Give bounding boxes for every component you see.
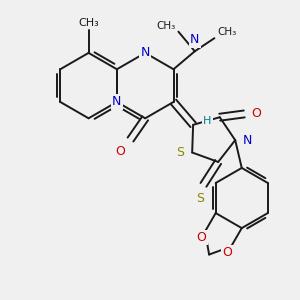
Text: CH₃: CH₃	[218, 27, 237, 37]
Text: O: O	[116, 145, 125, 158]
Text: O: O	[197, 231, 206, 244]
Text: CH₃: CH₃	[156, 21, 176, 31]
Text: N: N	[190, 33, 200, 46]
Text: O: O	[251, 107, 261, 120]
Text: S: S	[176, 146, 184, 159]
Text: H: H	[203, 116, 212, 126]
Text: N: N	[112, 95, 122, 108]
Text: CH₃: CH₃	[78, 18, 99, 28]
Text: O: O	[223, 246, 232, 259]
Text: S: S	[196, 192, 205, 205]
Text: N: N	[140, 46, 150, 59]
Text: N: N	[243, 134, 253, 147]
